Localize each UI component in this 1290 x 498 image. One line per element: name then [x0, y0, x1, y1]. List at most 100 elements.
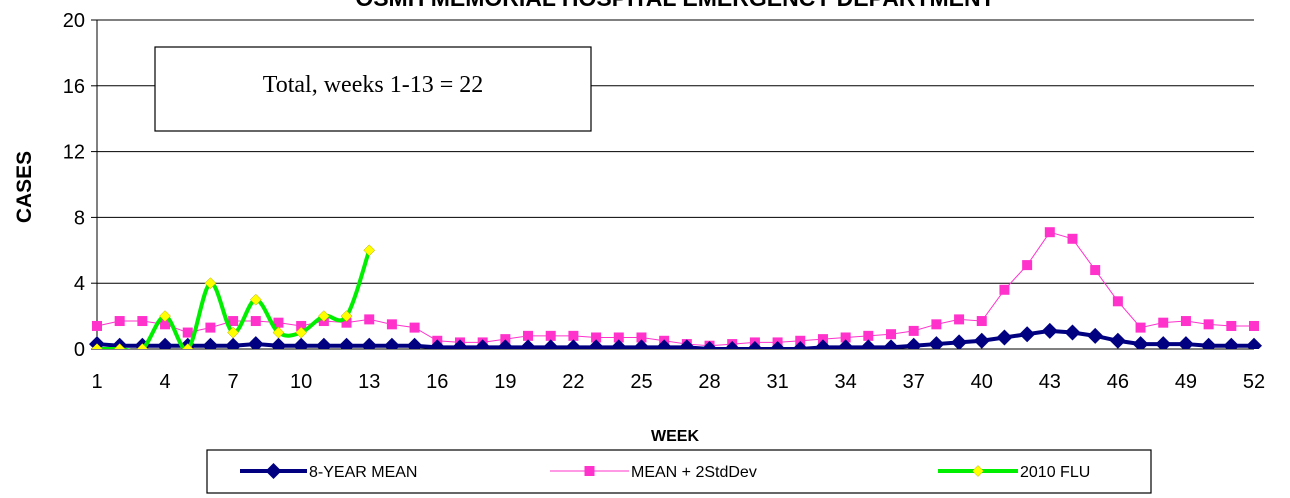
legend-item: 8-YEAR MEAN: [240, 463, 417, 481]
x-tick-label: 52: [1243, 371, 1265, 393]
data-point: [293, 337, 310, 349]
data-point: [474, 339, 491, 349]
data-point: [409, 322, 420, 333]
data-point: [746, 341, 763, 349]
x-tick-label: 22: [562, 371, 584, 393]
data-point: [724, 341, 741, 349]
data-point: [1109, 332, 1126, 349]
x-tick-label: 7: [228, 371, 239, 393]
data-point: [136, 343, 149, 349]
legend-item: MEAN + 2StdDev: [550, 464, 757, 481]
x-tick-label: 49: [1175, 371, 1197, 393]
data-point: [886, 329, 897, 340]
data-point: [1200, 337, 1217, 349]
x-tick-label: 28: [698, 371, 720, 393]
data-point: [160, 319, 171, 330]
x-tick-label: 46: [1107, 371, 1129, 393]
data-point: [340, 310, 353, 322]
data-point: [1044, 227, 1055, 238]
data-point: [1246, 337, 1262, 349]
data-point: [954, 314, 965, 325]
data-point: [976, 316, 987, 327]
data-point: [792, 341, 809, 349]
data-point: [795, 335, 806, 346]
data-point: [451, 339, 468, 349]
data-point: [523, 330, 534, 341]
data-point: [1090, 265, 1101, 276]
data-point: [315, 337, 332, 349]
data-point: [814, 339, 831, 349]
data-point: [1135, 322, 1146, 333]
data-point: [860, 339, 877, 349]
data-point: [225, 337, 242, 349]
y-tick-label: 16: [63, 76, 85, 98]
data-point: [1067, 233, 1078, 244]
data-point: [769, 341, 786, 349]
data-point: [205, 322, 216, 333]
data-point: [497, 339, 514, 349]
data-point: [270, 337, 287, 349]
x-tick-label: 43: [1039, 371, 1061, 393]
legend-label: MEAN + 2StdDev: [631, 464, 757, 481]
data-point: [1155, 336, 1172, 349]
x-tick-label: 16: [426, 371, 448, 393]
data-point: [568, 330, 579, 341]
series-0: [89, 322, 1262, 349]
data-point: [1180, 316, 1191, 327]
data-point: [361, 337, 378, 349]
data-point: [363, 244, 376, 257]
y-tick-label: 4: [74, 273, 85, 295]
data-point: [1203, 319, 1214, 330]
x-tick-label: 10: [290, 371, 312, 393]
data-point: [1223, 337, 1240, 349]
annotation-text: Total, weeks 1-13 = 22: [263, 72, 483, 98]
series-2: [91, 244, 376, 349]
data-point: [500, 334, 511, 345]
data-point: [840, 332, 851, 343]
data-point: [114, 316, 125, 327]
data-point: [588, 339, 605, 349]
data-point: [931, 319, 942, 330]
legend-label: 2010 FLU: [1020, 464, 1090, 481]
data-point: [1249, 320, 1259, 331]
series-line: [96, 328, 1254, 349]
data-point: [364, 314, 375, 325]
data-point: [202, 337, 219, 349]
x-tick-label: 25: [630, 371, 652, 393]
chart-title: OSMH MEMORIAL HOSPITAL EMERGENCY DEPARTM…: [355, 0, 994, 11]
data-point: [545, 330, 556, 341]
y-tick-label: 20: [63, 10, 85, 32]
x-tick-label: 34: [835, 371, 857, 393]
data-point: [273, 317, 284, 328]
data-point: [296, 320, 307, 331]
data-point: [249, 293, 262, 306]
data-point: [228, 316, 239, 327]
data-point: [1112, 296, 1123, 307]
legend: 8-YEAR MEAN MEAN + 2StdDev 2010 FLU: [206, 449, 1152, 494]
legend-item: 2010 FLU: [938, 464, 1090, 481]
data-point: [1022, 260, 1033, 271]
data-point: [318, 310, 330, 322]
data-point: [406, 337, 423, 349]
y-tick-label: 8: [74, 207, 85, 229]
data-point: [1158, 317, 1169, 328]
data-point: [817, 334, 828, 345]
series-1: [92, 227, 1259, 349]
series-line: [96, 231, 1254, 347]
legend-marker: [584, 466, 595, 476]
data-point: [182, 327, 193, 338]
data-point: [591, 332, 602, 343]
data-point: [613, 332, 624, 343]
data-point: [1132, 336, 1149, 349]
annotation-box: Total, weeks 1-13 = 22: [154, 46, 592, 132]
annotation-frame: [154, 46, 592, 132]
data-point: [1177, 336, 1194, 349]
data-point: [542, 339, 559, 349]
data-point: [137, 316, 148, 327]
x-tick-label: 31: [766, 371, 788, 393]
x-tick-label: 40: [971, 371, 993, 393]
data-point: [181, 343, 194, 349]
data-point: [1226, 320, 1237, 331]
data-point: [89, 336, 105, 349]
